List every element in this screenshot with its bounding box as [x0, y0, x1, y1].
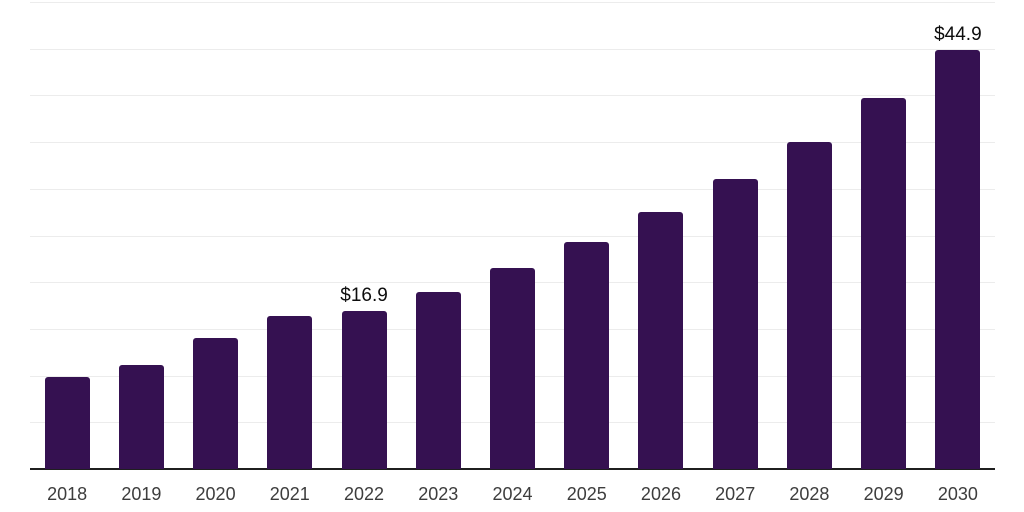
bar-2020: [193, 338, 239, 469]
x-tick-label-2021: 2021: [269, 484, 310, 504]
gridline: [30, 142, 995, 144]
gridline: [30, 188, 995, 190]
x-tick-label-2026: 2026: [640, 484, 681, 504]
x-axis-line: [30, 468, 995, 470]
bar-2023: [415, 292, 461, 469]
x-tick-label-2029: 2029: [863, 484, 904, 504]
bar-2028: [786, 142, 832, 469]
x-tick-label-2027: 2027: [715, 484, 756, 504]
bar-2018: [44, 377, 90, 469]
bar-2025: [564, 242, 610, 469]
gridline: [30, 235, 995, 237]
bar-2022: [341, 311, 387, 469]
x-tick-label-2022: 2022: [344, 484, 385, 504]
x-tick-label-2018: 2018: [47, 484, 88, 504]
x-tick-label-2024: 2024: [492, 484, 533, 504]
x-tick-label-2020: 2020: [195, 484, 236, 504]
bar-2030: [935, 49, 981, 469]
bar-2024: [490, 268, 535, 469]
bar-2026: [638, 212, 684, 469]
gridline: [30, 48, 995, 50]
x-tick-label-2028: 2028: [789, 484, 830, 504]
x-tick-label-2023: 2023: [418, 484, 459, 504]
gridline: [30, 2, 995, 3]
bar-2029: [861, 98, 907, 469]
bar-2027: [712, 179, 758, 469]
gridline: [30, 95, 995, 97]
x-tick-label-2025: 2025: [566, 484, 607, 504]
x-tick-label-2030: 2030: [937, 484, 978, 504]
value-label-2030: $44.9: [934, 23, 982, 45]
x-tick-label-2019: 2019: [121, 484, 162, 504]
value-label-2022: $16.9: [340, 285, 388, 307]
bar-2019: [118, 365, 164, 469]
bar-2021: [267, 315, 313, 469]
